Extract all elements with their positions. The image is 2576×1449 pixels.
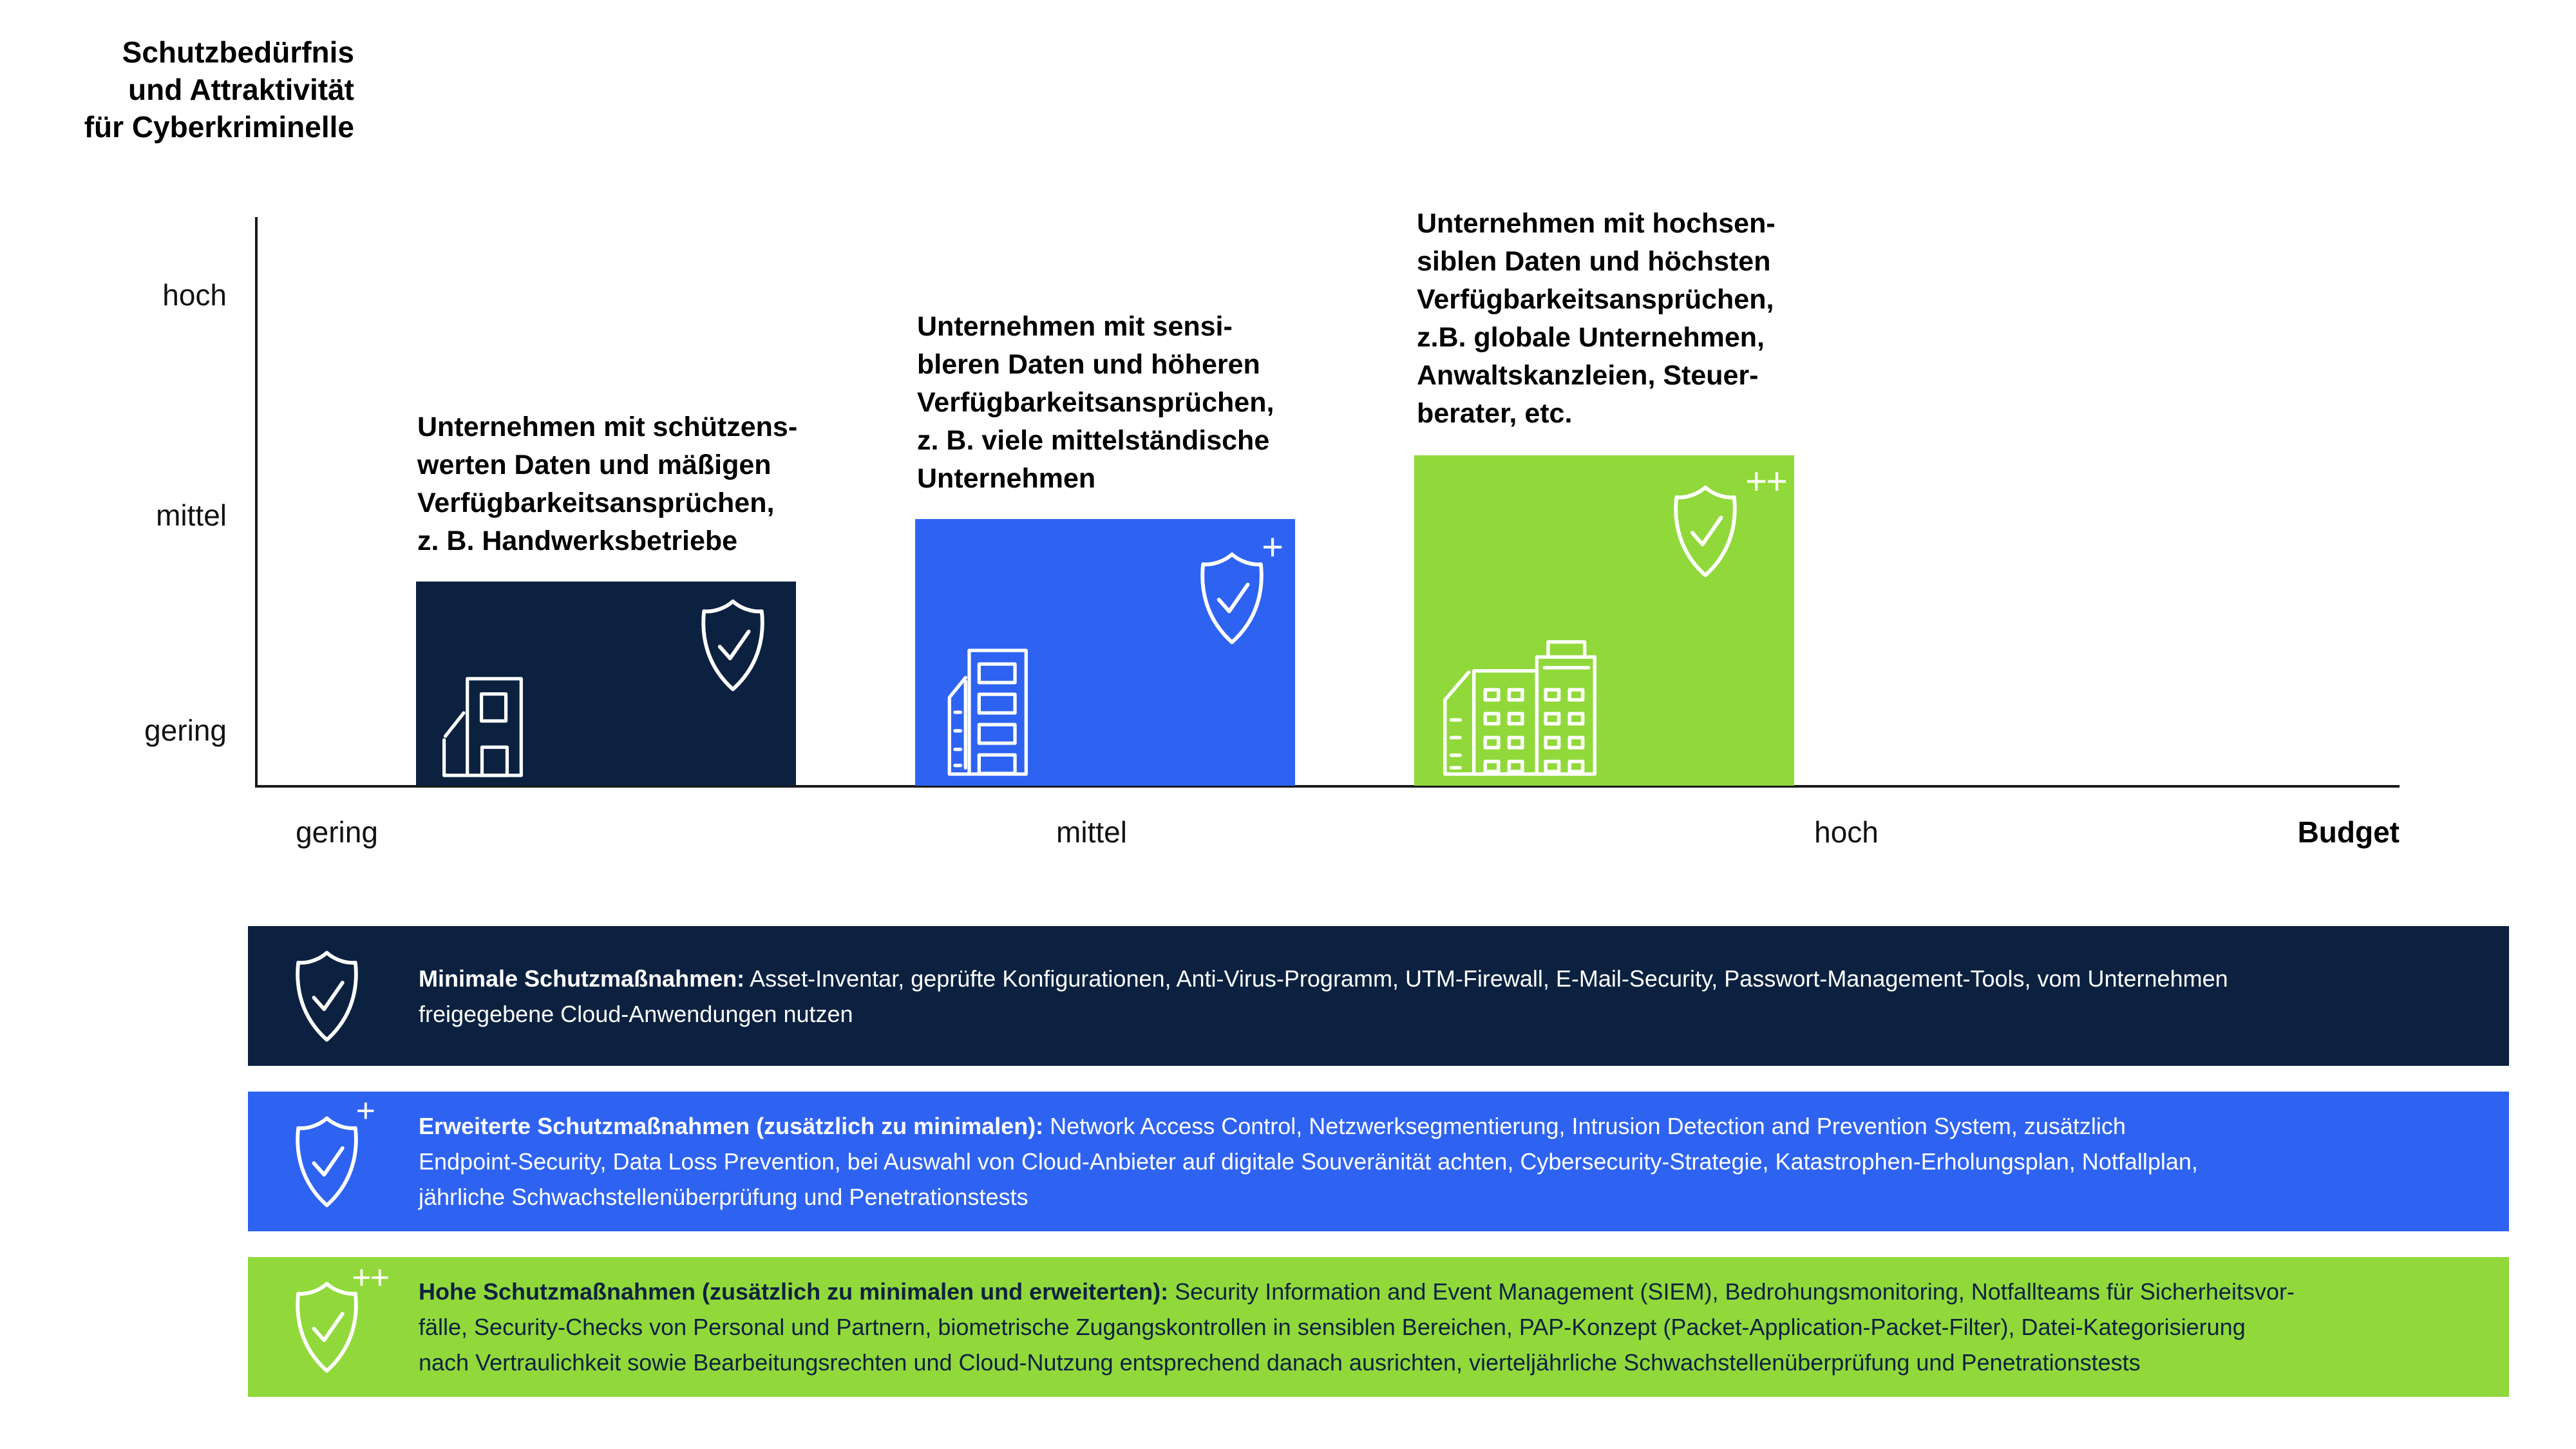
- bar-budget-mittel: +: [915, 519, 1295, 786]
- bar-budget-hoch: ++: [1414, 455, 1794, 786]
- legend-minimal-text: Minimale Schutzmaßnahmen: Asset-Inventar…: [419, 965, 2228, 1027]
- shield-check-plus-plus-icon: ++: [1664, 463, 1788, 580]
- bar2-annotation: Unternehmen mit sensi- bleren Daten und …: [917, 311, 1274, 494]
- shield-check-plus-icon: +: [284, 1094, 375, 1210]
- shield-check-icon: [284, 948, 369, 1045]
- plus-plus-mark: ++: [1745, 460, 1788, 502]
- bar3-annotation: Unternehmen mit hochsen- siblen Daten un…: [1417, 208, 1776, 429]
- x-tick-gering: gering: [296, 815, 378, 849]
- legend-hoch-text: Hohe Schutzmaßnahmen (zusätzlich zu mini…: [419, 1278, 2295, 1376]
- legend-erweitert: + Erweiterte Schutzmaßnahmen (zusätzlich…: [248, 1092, 2509, 1231]
- bar-budget-gering: [416, 582, 796, 786]
- plus-plus-mark: ++: [352, 1258, 390, 1296]
- x-tick-mittel: mittel: [1056, 815, 1127, 849]
- shield-check-plus-plus-icon: ++: [284, 1261, 390, 1376]
- bar1-annotation: Unternehmen mit schützens- werten Daten …: [417, 412, 798, 556]
- y-tick-hoch: hoch: [162, 278, 227, 312]
- small-office-building-icon: [442, 677, 523, 777]
- office-building-icon: [947, 649, 1028, 776]
- shield-check-icon: [692, 596, 774, 694]
- legend-hoch: ++ Hohe Schutzmaßnahmen (zusätzlich zu m…: [248, 1257, 2509, 1397]
- y-axis-title: Schutzbedürfnis und Attraktivität für Cy…: [84, 35, 354, 144]
- x-axis-line: [255, 785, 2400, 788]
- legend-minimal: Minimale Schutzmaßnahmen: Asset-Inventar…: [248, 926, 2509, 1066]
- legend-minimal-title: Minimale Schutzmaßnahmen:: [419, 965, 745, 992]
- plus-mark: +: [355, 1092, 375, 1130]
- x-tick-hoch: hoch: [1814, 815, 1879, 849]
- shield-check-plus-icon: +: [1191, 529, 1283, 647]
- corporate-buildings-icon: [1443, 640, 1596, 776]
- legend-erweitert-text: Erweiterte Schutzmaßnahmen (zusätzlich z…: [419, 1113, 2198, 1210]
- y-tick-gering: gering: [144, 714, 227, 747]
- y-tick-mittel: mittel: [156, 498, 227, 532]
- x-axis-title-budget: Budget: [2297, 815, 2400, 849]
- plus-mark: +: [1262, 526, 1283, 568]
- y-axis-line: [255, 217, 258, 788]
- legend-hoch-title: Hohe Schutzmaßnahmen (zusätzlich zu mini…: [419, 1278, 1169, 1305]
- legend-erweitert-title: Erweiterte Schutzmaßnahmen (zusätzlich z…: [419, 1113, 1044, 1139]
